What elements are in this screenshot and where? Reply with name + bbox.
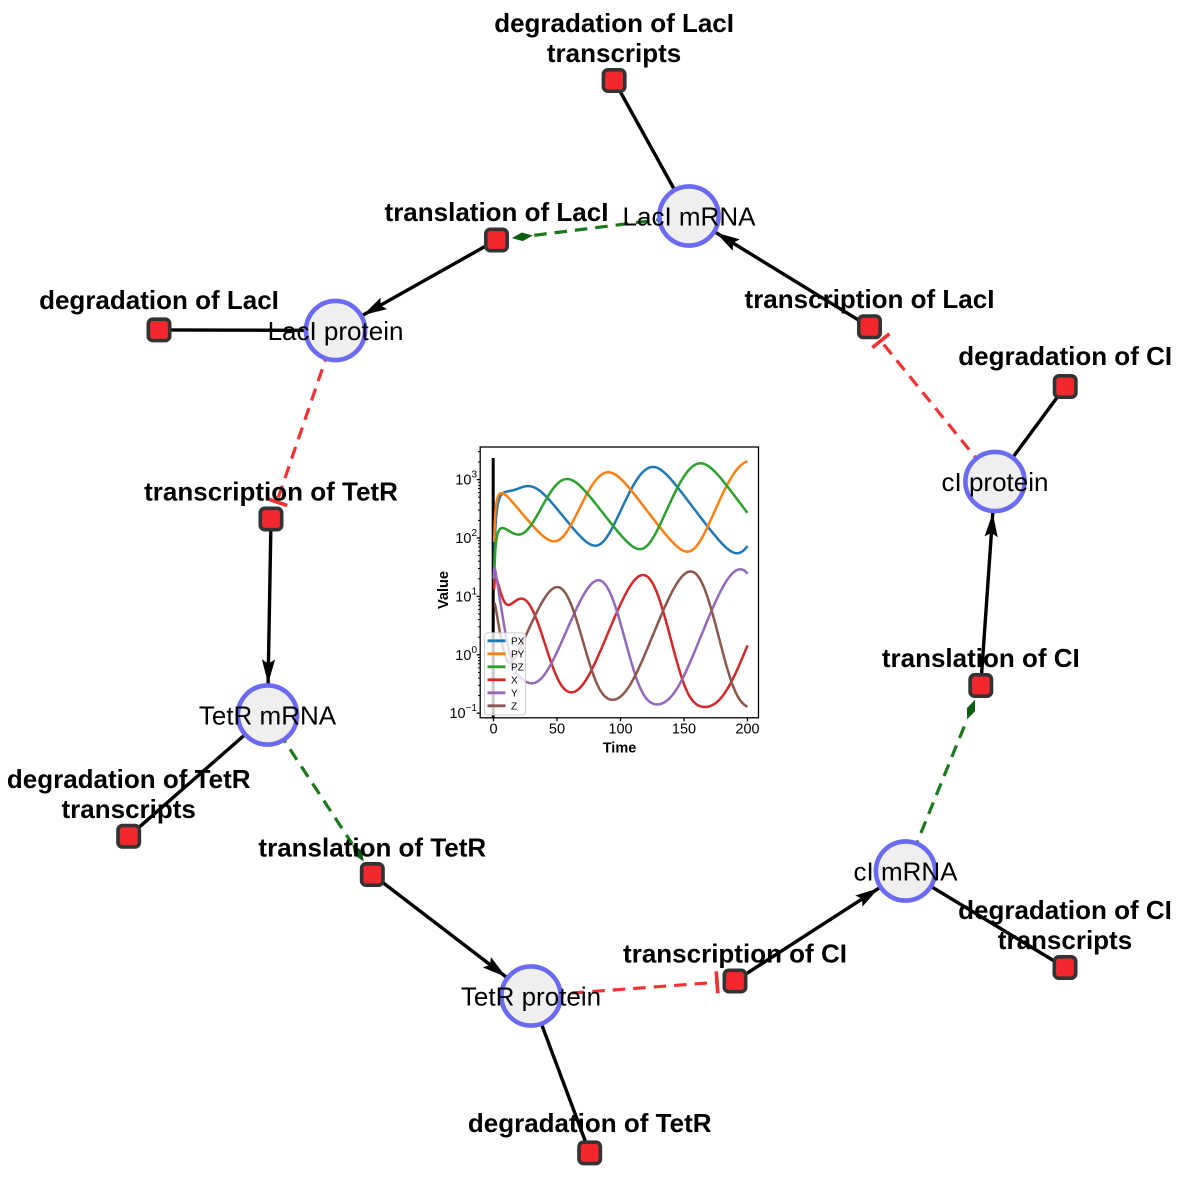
svg-text:TetR mRNA: TetR mRNA <box>199 701 337 731</box>
svg-text:transcripts: transcripts <box>547 38 681 68</box>
svg-text:PY: PY <box>511 650 525 661</box>
svg-text:100: 100 <box>608 722 632 738</box>
svg-text:LacI mRNA: LacI mRNA <box>623 202 757 232</box>
svg-text:degradation of LacI: degradation of LacI <box>494 8 734 38</box>
svg-text:degradation of TetR: degradation of TetR <box>468 1108 712 1138</box>
svg-text:translation of TetR: translation of TetR <box>258 833 486 863</box>
svg-text:150: 150 <box>672 722 696 738</box>
svg-text:Value: Value <box>436 571 452 609</box>
svg-text:TetR protein: TetR protein <box>461 982 601 1012</box>
svg-text:PZ: PZ <box>511 663 524 674</box>
svg-text:degradation of TetR: degradation of TetR <box>7 764 251 794</box>
svg-text:LacI protein: LacI protein <box>268 316 404 346</box>
svg-text:transcription of CI: transcription of CI <box>623 939 847 969</box>
svg-text:X: X <box>511 676 518 687</box>
svg-text:translation of CI: translation of CI <box>882 643 1080 673</box>
svg-text:Z: Z <box>511 702 517 713</box>
svg-text:degradation of CI: degradation of CI <box>958 895 1172 925</box>
svg-text:degradation of CI: degradation of CI <box>958 341 1172 371</box>
svg-text:PX: PX <box>511 637 525 648</box>
svg-text:200: 200 <box>735 722 759 738</box>
svg-text:Time: Time <box>603 741 637 757</box>
svg-text:0: 0 <box>489 722 497 738</box>
svg-text:50: 50 <box>549 722 565 738</box>
svg-text:transcription of TetR: transcription of TetR <box>144 477 398 507</box>
svg-text:Y: Y <box>511 689 518 700</box>
svg-text:transcription of LacI: transcription of LacI <box>745 284 995 314</box>
svg-text:degradation of LacI: degradation of LacI <box>39 285 279 315</box>
svg-text:translation of LacI: translation of LacI <box>385 197 609 227</box>
svg-text:transcripts: transcripts <box>998 925 1132 955</box>
svg-text:cI mRNA: cI mRNA <box>854 857 959 887</box>
svg-text:transcripts: transcripts <box>62 794 196 824</box>
svg-text:cI protein: cI protein <box>942 467 1049 497</box>
